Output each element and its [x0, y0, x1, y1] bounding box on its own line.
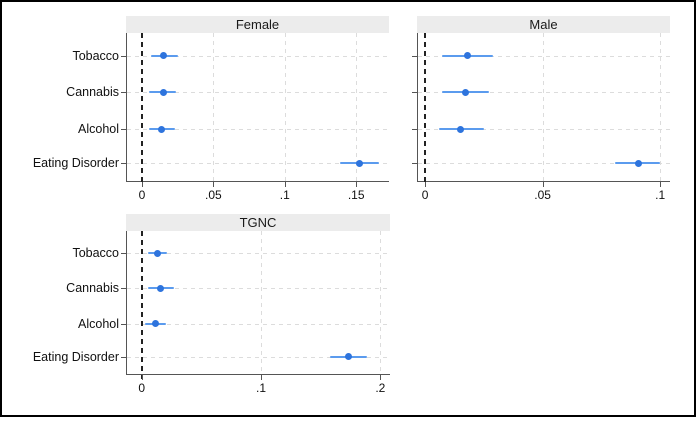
point-estimate-marker	[158, 125, 166, 133]
horizontal-gridline	[418, 92, 670, 94]
category-tick	[121, 55, 126, 57]
x-axis-tick	[380, 375, 382, 380]
point-estimate-marker	[355, 159, 363, 167]
point-estimate-marker	[153, 249, 161, 257]
point-estimate-marker	[463, 52, 471, 60]
x-axis-tick	[141, 375, 143, 380]
x-axis-tick-label: .05	[534, 188, 551, 202]
horizontal-gridline	[127, 92, 389, 94]
x-axis-tick	[261, 375, 262, 380]
category-tick	[121, 356, 126, 358]
point-estimate-marker	[152, 320, 160, 328]
point-estimate-marker	[461, 88, 469, 96]
point-estimate-marker	[456, 125, 464, 133]
horizontal-gridline	[418, 129, 670, 131]
x-axis-tick-label: .2	[375, 381, 386, 395]
point-estimate-marker	[159, 52, 167, 60]
vertical-gridline	[284, 33, 286, 181]
vertical-gridline	[261, 231, 262, 374]
horizontal-gridline	[127, 356, 390, 358]
vertical-gridline	[660, 33, 662, 181]
plot-area-male: 0 .05 .1	[412, 33, 670, 202]
panel-title-male: Male	[417, 16, 670, 33]
category-label: Cannabis	[66, 85, 119, 100]
category-tick	[412, 55, 417, 57]
category-tick	[121, 163, 126, 165]
category-tick	[412, 129, 417, 131]
category-label: Tobacco	[72, 246, 119, 261]
category-label: Eating Disorder	[32, 156, 119, 171]
panel-female: Female Tobacco Cannabis Alcohol Eating Diso…	[33, 16, 389, 207]
category-label: Cannabis	[66, 281, 119, 296]
x-axis-tick-label: .05	[205, 188, 222, 202]
horizontal-gridline	[418, 55, 670, 57]
panel-title-female: Female	[126, 16, 389, 33]
zero-reference-line	[424, 33, 427, 186]
horizontal-gridline	[127, 288, 390, 290]
x-axis-tick	[660, 182, 662, 187]
category-tick	[121, 253, 126, 255]
plot-area-female: Tobacco Cannabis Alcohol Eating Disorder 0 .0…	[33, 33, 389, 202]
horizontal-gridline	[418, 163, 670, 165]
x-axis-tick-label: .1	[279, 188, 290, 202]
category-tick	[412, 92, 417, 94]
x-axis-tick-label: 0	[138, 188, 146, 202]
point-estimate-marker	[159, 88, 167, 96]
vertical-gridline	[380, 231, 382, 374]
panel-tgnc: TGNC Tobacco Cannabis Alcohol Eating Disord…	[33, 214, 390, 400]
category-label: Alcohol	[78, 122, 119, 137]
x-axis-tick	[425, 182, 427, 187]
category-tick	[121, 323, 126, 325]
vertical-gridline	[542, 33, 544, 181]
x-axis-tick	[213, 182, 215, 187]
zero-reference-line	[140, 231, 143, 379]
category-label: Eating Disorder	[32, 349, 119, 364]
x-axis-tick	[356, 182, 358, 187]
category-tick	[412, 163, 417, 165]
horizontal-gridline	[127, 129, 389, 131]
category-tick	[121, 129, 126, 131]
category-tick	[121, 288, 126, 290]
horizontal-gridline	[127, 323, 390, 325]
horizontal-gridline	[127, 163, 389, 165]
point-estimate-marker	[344, 353, 352, 361]
x-axis-tick-label: .1	[655, 188, 666, 202]
horizontal-gridline	[127, 55, 389, 57]
plot-area-tgnc: Tobacco Cannabis Alcohol Eating Disorder 0 .1…	[33, 231, 390, 395]
x-axis-tick	[284, 182, 286, 187]
panel-male: Male 0 .05 .1	[412, 16, 670, 207]
horizontal-gridline	[127, 253, 390, 255]
vertical-gridline	[356, 33, 358, 181]
category-label: Tobacco	[72, 48, 119, 63]
x-axis-tick-label: 0	[138, 381, 146, 395]
panel-title-tgnc: TGNC	[126, 214, 390, 231]
category-label: Alcohol	[78, 316, 119, 331]
x-axis-tick	[141, 182, 143, 187]
vertical-gridline	[213, 33, 215, 181]
point-estimate-marker	[635, 159, 643, 167]
zero-reference-line	[140, 33, 143, 186]
x-axis-tick-label: 0	[421, 188, 429, 202]
point-estimate-marker	[157, 284, 165, 292]
category-tick	[121, 92, 126, 94]
x-axis-tick-label: .15	[347, 188, 365, 202]
x-axis-tick	[542, 182, 544, 187]
x-axis-tick-label: .1	[255, 381, 266, 395]
